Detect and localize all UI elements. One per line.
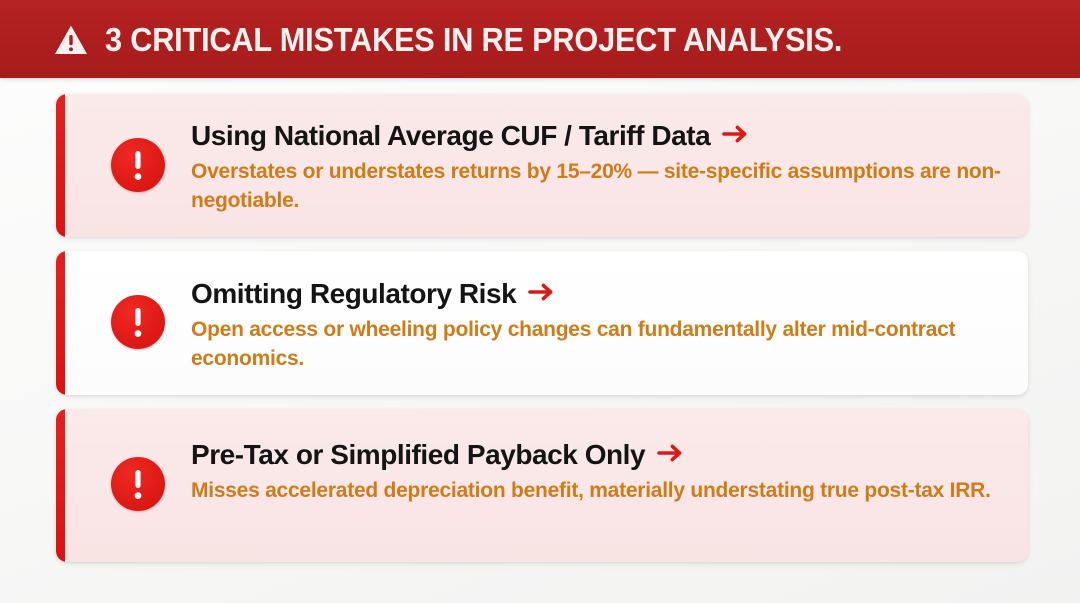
- card-description: Open access or wheeling policy changes c…: [191, 318, 956, 371]
- card-description: Overstates or understates returns by 15–…: [191, 160, 1001, 213]
- card-body: Pre-Tax or Simplified Payback Only Misse…: [165, 439, 1028, 506]
- mistake-card-3[interactable]: Pre-Tax or Simplified Payback Only Misse…: [56, 409, 1028, 562]
- exclamation-circle-icon: [111, 295, 165, 349]
- card-accent-bar: [56, 94, 65, 237]
- mistake-card-1[interactable]: Using National Average CUF / Tariff Data…: [56, 94, 1028, 237]
- header-bar: 3 CRITICAL MISTAKES IN RE PROJECT ANALYS…: [0, 0, 1080, 78]
- card-body: Omitting Regulatory Risk Open access or …: [165, 278, 1028, 374]
- card-title-row: Using National Average CUF / Tariff Data: [191, 120, 1004, 151]
- mistake-card-2[interactable]: Omitting Regulatory Risk Open access or …: [56, 251, 1028, 395]
- exclamation-circle-icon: [111, 138, 165, 192]
- mistake-card-list: Using National Average CUF / Tariff Data…: [56, 94, 1028, 562]
- card-title-row: Pre-Tax or Simplified Payback Only: [191, 439, 1004, 470]
- header-content: 3 CRITICAL MISTAKES IN RE PROJECT ANALYS…: [54, 22, 898, 56]
- arrow-right-icon: [722, 120, 750, 151]
- arrow-right-icon: [657, 439, 685, 470]
- card-description: Misses accelerated depreciation benefit,…: [191, 479, 991, 503]
- page-title: 3 CRITICAL MISTAKES IN RE PROJECT ANALYS…: [105, 20, 843, 58]
- card-title-text: Pre-Tax or Simplified Payback Only: [191, 439, 646, 470]
- card-title-row: Omitting Regulatory Risk: [191, 278, 1004, 309]
- arrow-right-icon: [528, 278, 556, 309]
- card-accent-bar: [56, 251, 65, 395]
- exclamation-circle-icon: [111, 457, 165, 511]
- card-title-text: Using National Average CUF / Tariff Data: [191, 120, 711, 151]
- warning-triangle-icon: [54, 22, 88, 56]
- card-title-text: Omitting Regulatory Risk: [191, 278, 517, 309]
- card-body: Using National Average CUF / Tariff Data…: [165, 120, 1028, 216]
- card-accent-bar: [56, 409, 65, 562]
